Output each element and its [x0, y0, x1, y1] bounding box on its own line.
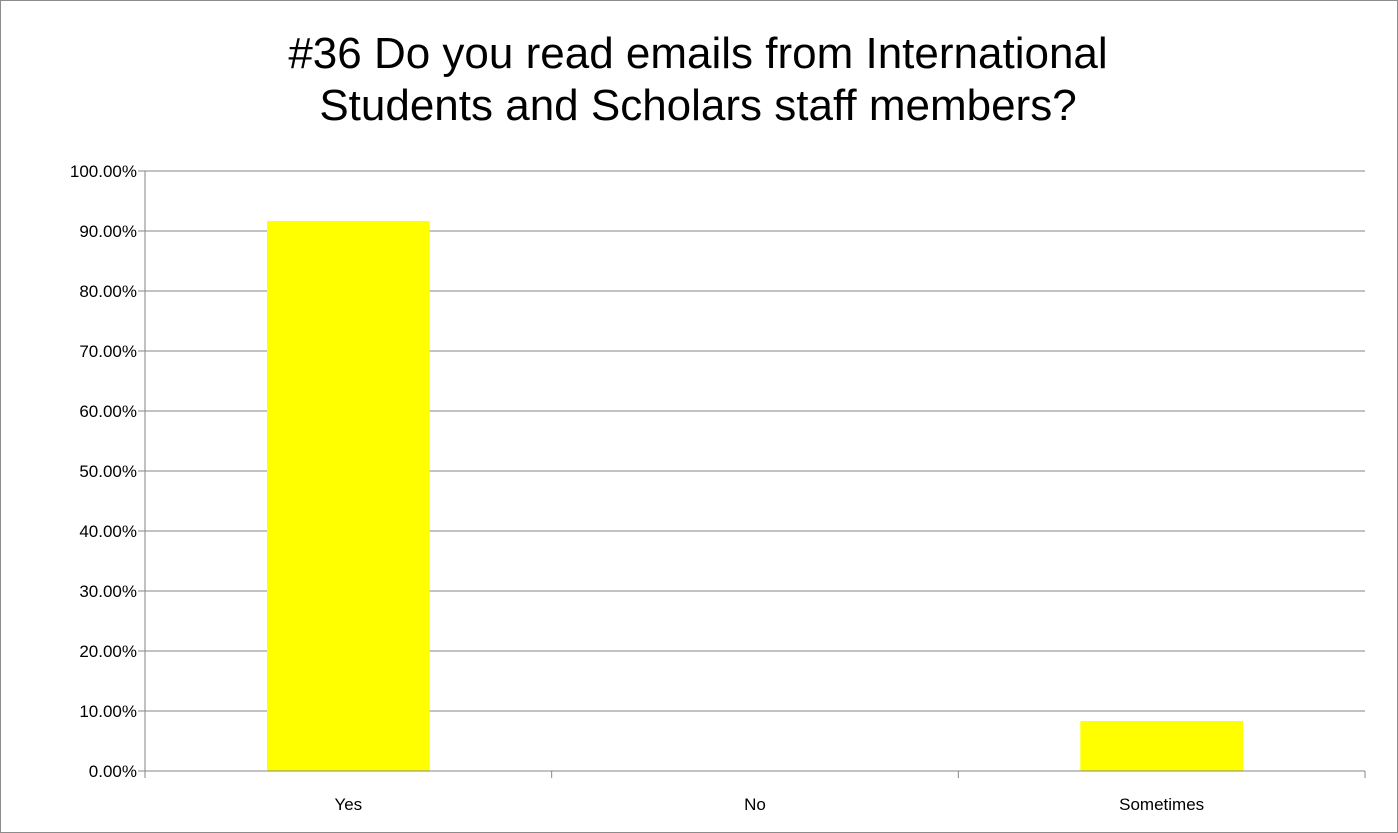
y-tick-label: 90.00%	[79, 222, 137, 241]
y-tick-label: 60.00%	[79, 402, 137, 421]
y-tick-label: 100.00%	[70, 162, 137, 181]
bar-sometimes	[1080, 721, 1243, 771]
chart-title: #36 Do you read emails from Internationa…	[0, 28, 1396, 132]
x-axis-category-labels: Yes No Sometimes	[334, 795, 1204, 814]
x-category-label: No	[744, 795, 766, 814]
y-tick-label: 40.00%	[79, 522, 137, 541]
y-tick-label: 30.00%	[79, 582, 137, 601]
y-tick-label: 20.00%	[79, 642, 137, 661]
x-category-label: Sometimes	[1119, 795, 1204, 814]
y-tick-label: 80.00%	[79, 282, 137, 301]
y-tick-label: 0.00%	[89, 762, 137, 781]
y-tick-label: 70.00%	[79, 342, 137, 361]
bars	[267, 220, 1243, 772]
chart-title-line-1: #36 Do you read emails from Internationa…	[288, 29, 1108, 78]
y-axis-tick-labels: 0.00% 10.00% 20.00% 30.00% 40.00% 50.00% 60.00…	[70, 162, 137, 781]
chart-title-line-2: Students and Scholars staff members?	[319, 81, 1077, 130]
axes	[138, 170, 1366, 778]
y-tick-label: 50.00%	[79, 462, 137, 481]
x-category-label: Yes	[334, 795, 362, 814]
bar-yes	[267, 220, 430, 772]
y-tick-label: 10.00%	[79, 702, 137, 721]
